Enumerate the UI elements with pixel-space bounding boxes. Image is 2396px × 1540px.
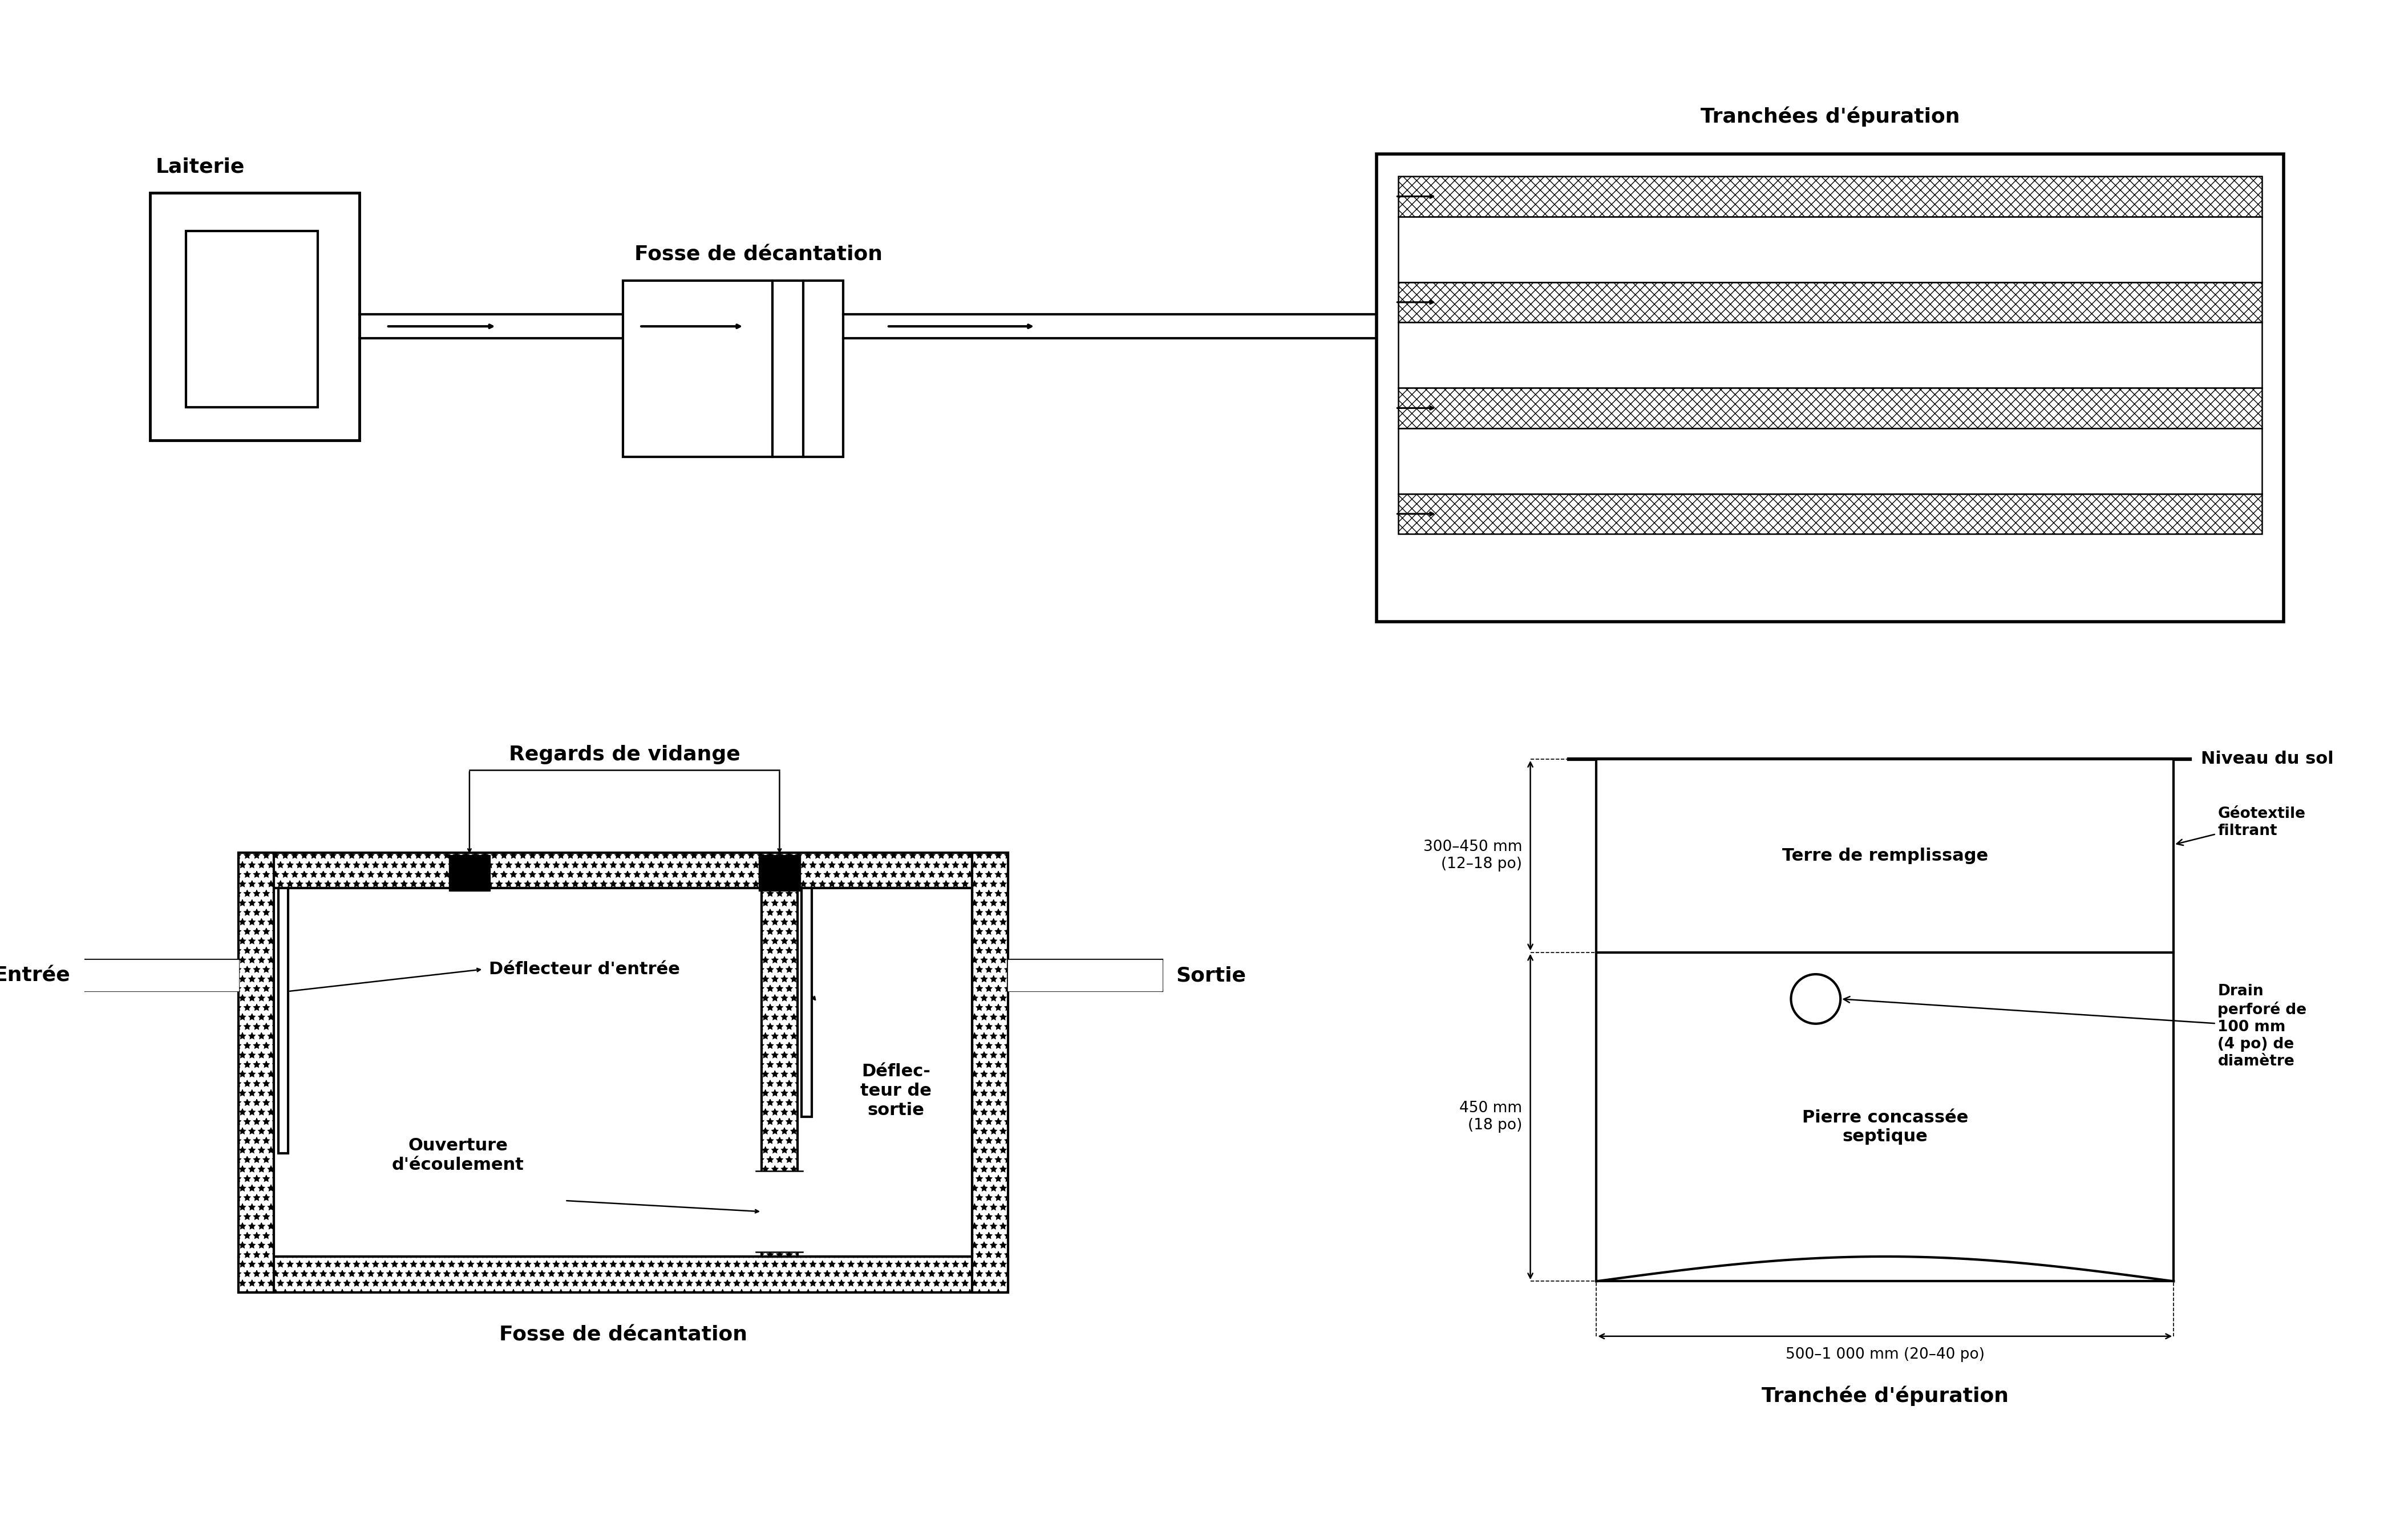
Bar — [798, 889, 973, 1257]
Text: Fosse de décantation: Fosse de décantation — [498, 1326, 748, 1344]
Bar — [1399, 322, 2262, 388]
Bar — [1596, 759, 2173, 1281]
Text: Fosse de décantation: Fosse de décantation — [635, 245, 882, 265]
Bar — [973, 853, 1009, 1292]
Text: Entrée: Entrée — [0, 966, 69, 986]
Text: Tranchées d'épuration: Tranchées d'épuration — [1701, 106, 1960, 126]
Text: Déflec-
teur de
sortie: Déflec- teur de sortie — [860, 1063, 932, 1118]
Bar — [237, 853, 1009, 889]
Bar — [1399, 217, 2262, 282]
Bar — [623, 280, 843, 457]
Bar — [762, 889, 798, 1257]
Text: Tranchée d'épuration: Tranchée d'épuration — [1761, 1386, 2008, 1406]
Bar — [237, 853, 273, 1292]
Bar — [760, 855, 800, 892]
Bar — [448, 855, 491, 892]
Text: Laiterie: Laiterie — [156, 157, 244, 176]
Bar — [1399, 428, 2262, 494]
Bar — [151, 193, 359, 440]
Bar — [273, 889, 973, 1257]
Bar — [1399, 176, 2262, 217]
Text: Terre de remplissage: Terre de remplissage — [1783, 847, 1989, 864]
Text: Regards de vidange: Regards de vidange — [508, 745, 740, 764]
Bar — [1399, 494, 2262, 534]
Text: Drain
perforé de
100 mm
(4 po) de
diamètre: Drain perforé de 100 mm (4 po) de diamèt… — [1843, 984, 2307, 1069]
Bar — [278, 889, 288, 1153]
Text: Géotextile
filtrant: Géotextile filtrant — [2178, 807, 2305, 845]
Text: Pierre concassée
septique: Pierre concassée septique — [1802, 1109, 1967, 1144]
Bar — [187, 231, 319, 407]
Circle shape — [1790, 975, 1840, 1024]
Bar — [803, 889, 812, 1116]
Text: Sortie: Sortie — [1176, 966, 1246, 986]
Text: 300–450 mm
(12–18 po): 300–450 mm (12–18 po) — [1423, 839, 1521, 872]
Bar — [1399, 282, 2262, 322]
Bar — [1375, 154, 2283, 622]
Text: 500–1 000 mm (20–40 po): 500–1 000 mm (20–40 po) — [1785, 1348, 1984, 1361]
Text: Ouverture
d'écoulement: Ouverture d'écoulement — [391, 1138, 525, 1173]
Text: Déflecteur d'entrée: Déflecteur d'entrée — [489, 961, 680, 978]
Text: Niveau du sol: Niveau du sol — [2202, 750, 2334, 767]
Bar — [757, 1170, 803, 1252]
Bar — [237, 1257, 1009, 1292]
Text: 450 mm
(18 po): 450 mm (18 po) — [1459, 1101, 1521, 1133]
Bar — [1399, 388, 2262, 428]
